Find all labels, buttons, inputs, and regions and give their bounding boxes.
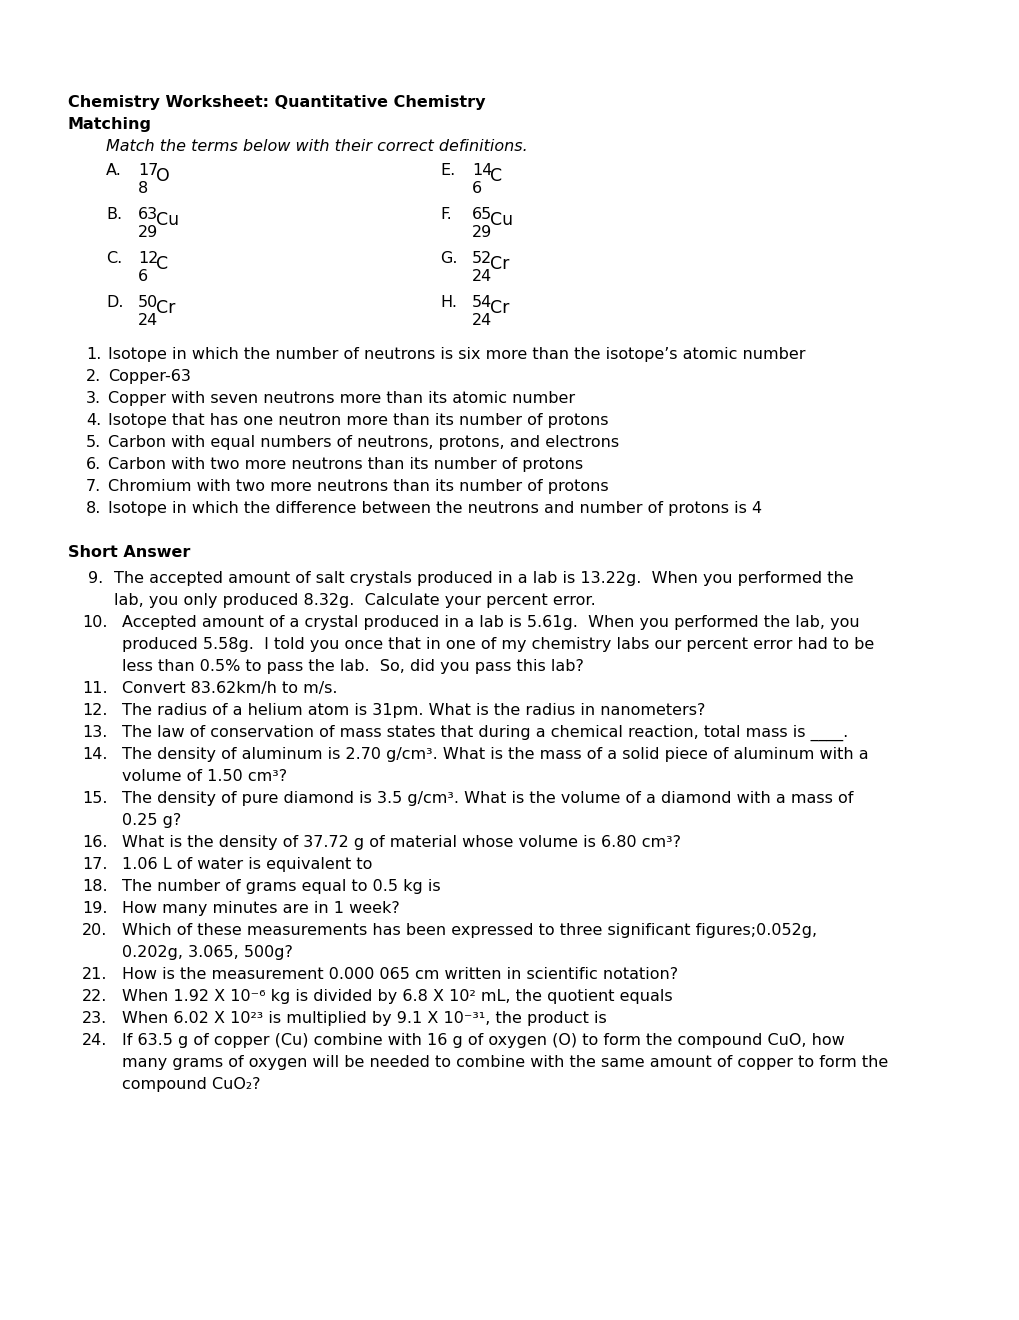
Text: The law of conservation of mass states that during a chemical reaction, total ma: The law of conservation of mass states t… [122, 725, 848, 742]
Text: 21.: 21. [82, 968, 107, 982]
Text: If 63.5 g of copper (Cu) combine with 16 g of oxygen (O) to form the compound Cu: If 63.5 g of copper (Cu) combine with 16… [122, 1034, 844, 1048]
Text: B.: B. [106, 207, 122, 222]
Text: 29: 29 [472, 224, 492, 240]
Text: Carbon with equal numbers of neutrons, protons, and electrons: Carbon with equal numbers of neutrons, p… [108, 436, 619, 450]
Text: 0.25 g?: 0.25 g? [122, 813, 181, 828]
Text: 6: 6 [472, 181, 482, 195]
Text: F.: F. [439, 207, 451, 222]
Text: 6.: 6. [86, 457, 101, 473]
Text: 24: 24 [472, 313, 492, 327]
Text: Cr: Cr [489, 300, 508, 317]
Text: 0.202g, 3.065, 500g?: 0.202g, 3.065, 500g? [122, 945, 292, 960]
Text: The density of pure diamond is 3.5 g/cm³. What is the volume of a diamond with a: The density of pure diamond is 3.5 g/cm³… [122, 791, 853, 807]
Text: 12.: 12. [82, 704, 107, 718]
Text: When 1.92 X 10⁻⁶ kg is divided by 6.8 X 10² mL, the quotient equals: When 1.92 X 10⁻⁶ kg is divided by 6.8 X … [122, 989, 672, 1005]
Text: Cr: Cr [156, 300, 175, 317]
Text: produced 5.58g.  I told you once that in one of my chemistry labs our percent er: produced 5.58g. I told you once that in … [122, 638, 873, 652]
Text: 17: 17 [138, 162, 158, 178]
Text: compound CuO₂?: compound CuO₂? [122, 1077, 260, 1092]
Text: Copper-63: Copper-63 [108, 370, 191, 384]
Text: When 6.02 X 10²³ is multiplied by 9.1 X 10⁻³¹, the product is: When 6.02 X 10²³ is multiplied by 9.1 X … [122, 1011, 606, 1026]
Text: 14.: 14. [82, 747, 107, 762]
Text: 20.: 20. [82, 923, 107, 939]
Text: 18.: 18. [82, 879, 108, 894]
Text: 24.: 24. [82, 1034, 107, 1048]
Text: How is the measurement 0.000 065 cm written in scientific notation?: How is the measurement 0.000 065 cm writ… [122, 968, 678, 982]
Text: Chromium with two more neutrons than its number of protons: Chromium with two more neutrons than its… [108, 479, 608, 494]
Text: 7.: 7. [86, 479, 101, 494]
Text: How many minutes are in 1 week?: How many minutes are in 1 week? [122, 902, 399, 916]
Text: 3.: 3. [86, 391, 101, 407]
Text: 16.: 16. [82, 836, 107, 850]
Text: 63: 63 [138, 207, 158, 222]
Text: 5.: 5. [86, 436, 101, 450]
Text: H.: H. [439, 294, 457, 310]
Text: 11.: 11. [82, 681, 108, 696]
Text: Accepted amount of a crystal produced in a lab is 5.61g.  When you performed the: Accepted amount of a crystal produced in… [122, 615, 859, 630]
Text: Cu: Cu [156, 211, 179, 228]
Text: 52: 52 [472, 251, 492, 267]
Text: A.: A. [106, 162, 121, 178]
Text: Convert 83.62km/h to m/s.: Convert 83.62km/h to m/s. [122, 681, 337, 696]
Text: 54: 54 [472, 294, 492, 310]
Text: The radius of a helium atom is 31pm. What is the radius in nanometers?: The radius of a helium atom is 31pm. Wha… [122, 704, 705, 718]
Text: Chemistry Worksheet: Quantitative Chemistry: Chemistry Worksheet: Quantitative Chemis… [68, 95, 485, 110]
Text: 17.: 17. [82, 857, 107, 873]
Text: 1.: 1. [86, 347, 101, 362]
Text: 1.06 L of water is equivalent to: 1.06 L of water is equivalent to [122, 857, 372, 873]
Text: 23.: 23. [82, 1011, 107, 1026]
Text: What is the density of 37.72 g of material whose volume is 6.80 cm³?: What is the density of 37.72 g of materi… [122, 836, 681, 850]
Text: 13.: 13. [82, 725, 107, 741]
Text: The number of grams equal to 0.5 kg is: The number of grams equal to 0.5 kg is [122, 879, 440, 894]
Text: D.: D. [106, 294, 123, 310]
Text: 8.: 8. [86, 502, 101, 516]
Text: Carbon with two more neutrons than its number of protons: Carbon with two more neutrons than its n… [108, 457, 583, 473]
Text: 65: 65 [472, 207, 492, 222]
Text: 6: 6 [138, 269, 148, 284]
Text: lab, you only produced 8.32g.  Calculate your percent error.: lab, you only produced 8.32g. Calculate … [114, 593, 595, 609]
Text: Cu: Cu [489, 211, 513, 228]
Text: volume of 1.50 cm³?: volume of 1.50 cm³? [122, 770, 286, 784]
Text: C: C [489, 168, 501, 185]
Text: 8: 8 [138, 181, 148, 195]
Text: 19.: 19. [82, 902, 107, 916]
Text: C.: C. [106, 251, 122, 267]
Text: Cr: Cr [489, 255, 508, 273]
Text: 4.: 4. [86, 413, 101, 428]
Text: 12: 12 [138, 251, 158, 267]
Text: many grams of oxygen will be needed to combine with the same amount of copper to: many grams of oxygen will be needed to c… [122, 1055, 888, 1071]
Text: G.: G. [439, 251, 458, 267]
Text: 15.: 15. [82, 791, 107, 807]
Text: 10.: 10. [82, 615, 107, 630]
Text: Short Answer: Short Answer [68, 545, 191, 560]
Text: O: O [156, 168, 169, 185]
Text: Isotope in which the difference between the neutrons and number of protons is 4: Isotope in which the difference between … [108, 502, 761, 516]
Text: The accepted amount of salt crystals produced in a lab is 13.22g.  When you perf: The accepted amount of salt crystals pro… [114, 572, 853, 586]
Text: 9.: 9. [88, 572, 103, 586]
Text: less than 0.5% to pass the lab.  So, did you pass this lab?: less than 0.5% to pass the lab. So, did … [122, 659, 583, 675]
Text: Isotope in which the number of neutrons is six more than the isotope’s atomic nu: Isotope in which the number of neutrons … [108, 347, 805, 362]
Text: Isotope that has one neutron more than its number of protons: Isotope that has one neutron more than i… [108, 413, 608, 428]
Text: 2.: 2. [86, 370, 101, 384]
Text: Which of these measurements has been expressed to three significant figures;0.05: Which of these measurements has been exp… [122, 923, 816, 939]
Text: 29: 29 [138, 224, 158, 240]
Text: Matching: Matching [68, 117, 152, 132]
Text: The density of aluminum is 2.70 g/cm³. What is the mass of a solid piece of alum: The density of aluminum is 2.70 g/cm³. W… [122, 747, 868, 762]
Text: Copper with seven neutrons more than its atomic number: Copper with seven neutrons more than its… [108, 391, 575, 407]
Text: C: C [156, 255, 168, 273]
Text: Match the terms below with their correct definitions.: Match the terms below with their correct… [106, 139, 527, 154]
Text: 14: 14 [472, 162, 492, 178]
Text: 24: 24 [472, 269, 492, 284]
Text: 22.: 22. [82, 989, 107, 1005]
Text: 24: 24 [138, 313, 158, 327]
Text: 50: 50 [138, 294, 158, 310]
Text: E.: E. [439, 162, 454, 178]
